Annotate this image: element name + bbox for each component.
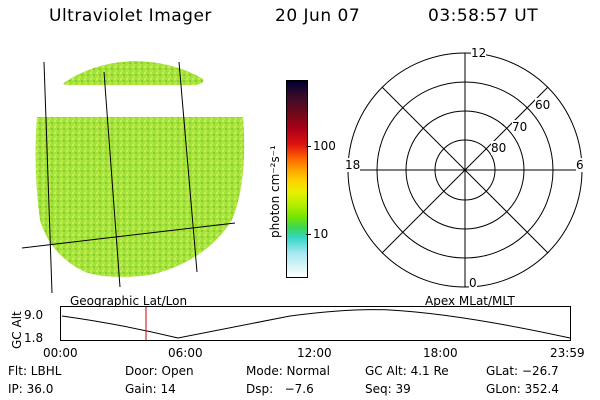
glon-info: GLon: 352.4 [486, 382, 559, 396]
lat-label-80: 80 [491, 141, 507, 155]
altitude-ytick-9: 9.0 [24, 308, 44, 322]
altitude-ylabel: GC Alt [10, 311, 24, 349]
xtick-0000: 00:00 [43, 346, 78, 360]
right-panel-label: Apex MLat/MLT [425, 294, 515, 308]
xtick-1200: 12:00 [297, 346, 332, 360]
seq-info: Seq: 39 [365, 382, 411, 396]
door-info: Door: Open [125, 364, 194, 378]
colorbar-label-10: 10 [313, 227, 329, 241]
colorbar-unit-label: photon cm⁻²s⁻¹ [268, 145, 282, 238]
xtick-1800: 18:00 [423, 346, 458, 360]
date-label: 20 Jun 07 [275, 6, 361, 26]
instrument-title: Ultraviolet Imager [49, 6, 212, 26]
time-label: 03:58:57 UT [428, 6, 539, 26]
colorbar-tick-100 [306, 146, 311, 147]
mlt-label-6: 6 [576, 158, 584, 172]
dsp-info: Dsp: −7.6 [246, 382, 314, 396]
glat-info: GLat: −26.7 [486, 364, 559, 378]
mode-info: Mode: Normal [246, 364, 330, 378]
geo-grid [21, 61, 236, 294]
mlt-label-12: 12 [471, 46, 487, 60]
mlt-label-18: 18 [345, 158, 361, 172]
altitude-plot [60, 306, 571, 341]
gc-alt-info: GC Alt: 4.1 Re [365, 364, 449, 378]
altitude-curve [61, 309, 571, 339]
lat-label-60: 60 [535, 98, 551, 112]
mlt-label-0: 0 [469, 276, 477, 290]
left-panel-label: Geographic Lat/Lon [70, 294, 188, 308]
colorbar-tick-10 [306, 234, 311, 235]
gain-info: Gain: 14 [125, 382, 176, 396]
image-cap [63, 61, 204, 85]
altitude-ytick-1-8: 1.8 [24, 331, 44, 345]
lat-label-70: 70 [512, 120, 528, 134]
image-disk [35, 117, 245, 277]
filter-info: Flt: LBHL [8, 364, 62, 378]
uv-image [21, 61, 245, 294]
xtick-2359: 23:59 [550, 346, 585, 360]
xtick-0600: 06:00 [168, 346, 203, 360]
colorbar [286, 80, 308, 278]
colorbar-label-100: 100 [313, 139, 336, 153]
polar-plot [347, 52, 583, 288]
ip-info: IP: 36.0 [8, 382, 54, 396]
